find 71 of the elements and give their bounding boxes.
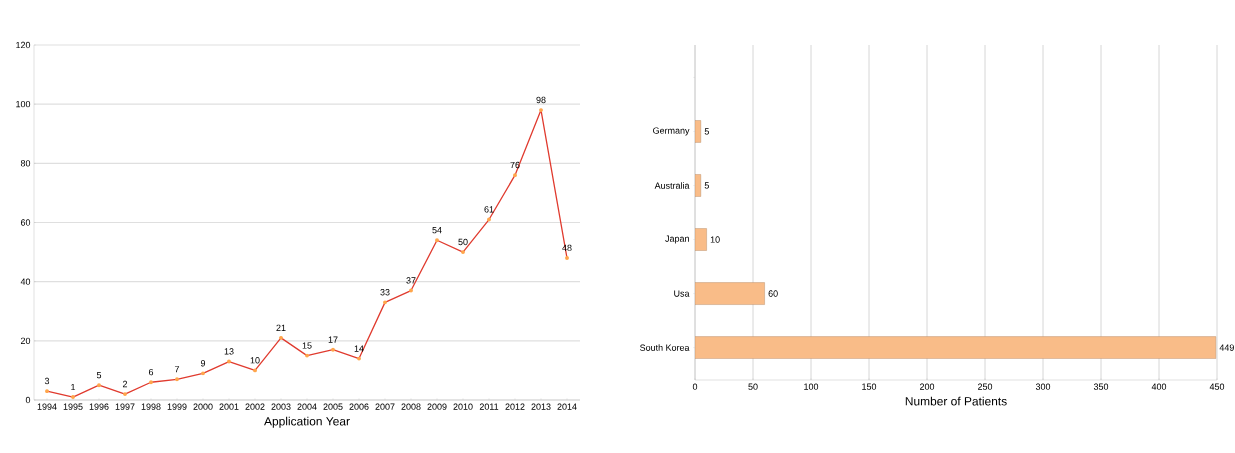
- data-label: 6: [148, 368, 154, 376]
- x-tick-label: 200: [919, 383, 935, 390]
- x-tick-label: 100: [804, 383, 819, 390]
- x-tick-label: 2010: [453, 403, 473, 410]
- y-tick-label: 120: [16, 41, 31, 49]
- y-tick-label: Germany: [653, 127, 690, 136]
- data-label: 50: [458, 238, 468, 246]
- x-tick-label: 2000: [193, 403, 213, 410]
- data-label: 10: [710, 236, 720, 243]
- x-tick-label: 2004: [297, 403, 317, 410]
- x-tick-label: 2013: [531, 403, 551, 410]
- bar: [695, 336, 1217, 359]
- data-label: 9: [200, 360, 206, 367]
- y-tick-label: 80: [20, 160, 31, 167]
- x-tick-label: 2005: [323, 403, 343, 410]
- x-tick-label: 2011: [479, 403, 499, 410]
- data-label: 5: [96, 371, 102, 379]
- data-label: 54: [432, 227, 442, 234]
- x-tick-label: 1995: [63, 403, 83, 410]
- data-label: 449: [1219, 344, 1234, 351]
- y-tick-label: 0: [25, 396, 31, 404]
- y-tick-label: 60: [20, 219, 31, 226]
- data-label: 7: [174, 366, 180, 373]
- x-tick-label: 2003: [271, 403, 291, 410]
- data-label: 37: [406, 277, 416, 284]
- data-label: 33: [380, 289, 390, 296]
- x-tick-label: 1998: [141, 403, 161, 410]
- x-tick-label: 1999: [167, 403, 187, 410]
- data-label: 14: [354, 345, 364, 352]
- data-label: 5: [704, 182, 709, 189]
- x-tick-label: 50: [748, 383, 758, 390]
- y-tick-label: South Korea: [640, 344, 690, 351]
- x-tick-label: 2001: [219, 403, 239, 410]
- x-tick-label: 1997: [115, 403, 135, 410]
- y-tick-label: 20: [20, 337, 31, 345]
- data-label: 3: [44, 377, 50, 385]
- y-tick-label: Japan: [665, 235, 689, 244]
- y-tick-label: Australia: [654, 182, 690, 189]
- data-label: 60: [768, 290, 778, 297]
- x-tick-label: 0: [692, 383, 698, 390]
- y-tick-label: 100: [16, 100, 31, 108]
- x-tick-label: 1996: [89, 403, 109, 410]
- data-label: 17: [328, 336, 338, 343]
- x-tick-label: 250: [977, 383, 993, 390]
- x-tick-label: 150: [862, 383, 877, 390]
- x-tick-label: 2007: [375, 403, 395, 410]
- x-tick-label: 2014: [557, 403, 577, 410]
- data-label: 10: [250, 357, 260, 364]
- data-label: 2: [122, 380, 128, 388]
- data-label: 5: [704, 128, 709, 135]
- x-axis-title: Application Year: [264, 416, 350, 428]
- x-tick-label: 300: [1035, 383, 1051, 390]
- bar: [695, 282, 765, 305]
- x-tick-label: 400: [1151, 383, 1167, 390]
- x-tick-label: 2009: [427, 403, 447, 410]
- data-label: 21: [276, 324, 286, 331]
- x-tick-label: 450: [1209, 383, 1225, 390]
- data-label: 13: [224, 348, 234, 355]
- data-label: 1: [71, 383, 76, 391]
- data-label: 98: [536, 96, 546, 104]
- x-tick-label: 2006: [349, 403, 369, 410]
- x-tick-label: 2008: [401, 403, 421, 410]
- x-tick-label: 2002: [245, 403, 265, 410]
- x-tick-label: 2012: [505, 403, 525, 410]
- data-label: 61: [484, 206, 494, 213]
- x-axis-title: Number of Patients: [905, 396, 1007, 406]
- y-tick-label: Usa: [674, 290, 690, 297]
- data-label: 15: [302, 342, 312, 349]
- y-tick-label: 40: [20, 278, 31, 285]
- x-tick-label: 350: [1093, 383, 1109, 390]
- x-tick-label: 1994: [37, 403, 57, 410]
